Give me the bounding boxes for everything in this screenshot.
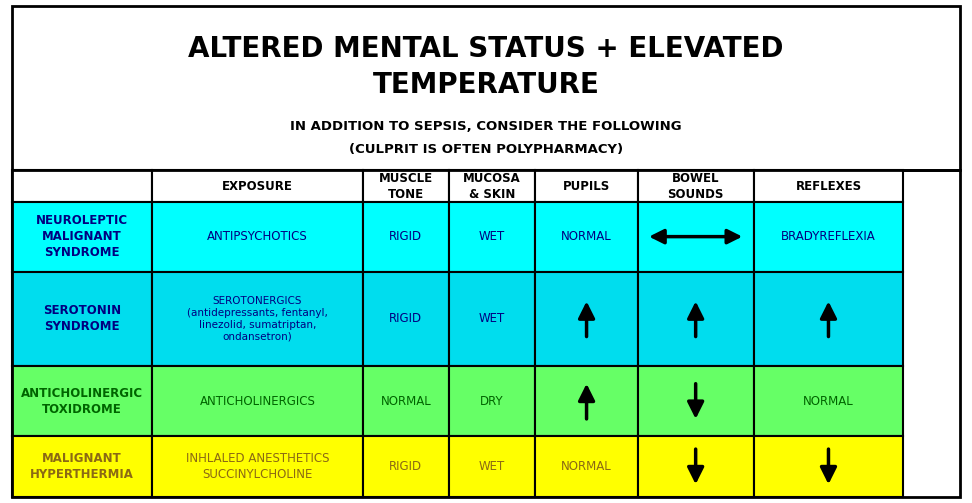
Bar — [449, 366, 536, 437]
Text: RIGID: RIGID — [389, 460, 423, 473]
Bar — [638, 366, 753, 437]
Bar — [12, 437, 152, 497]
Text: MUCOSA
& SKIN: MUCOSA & SKIN — [464, 172, 521, 201]
Bar — [363, 171, 449, 202]
Bar — [363, 366, 449, 437]
Text: EXPOSURE: EXPOSURE — [222, 180, 293, 193]
Text: WET: WET — [479, 312, 505, 325]
Text: REFLEXES: REFLEXES — [795, 180, 861, 193]
Text: TEMPERATURE: TEMPERATURE — [372, 71, 600, 99]
Text: ANTICHOLINERGIC
TOXIDROME: ANTICHOLINERGIC TOXIDROME — [20, 387, 143, 416]
Bar — [152, 202, 363, 272]
Text: NORMAL: NORMAL — [561, 230, 612, 243]
Text: INHLALED ANESTHETICS
SUCCINYLCHOLINE: INHLALED ANESTHETICS SUCCINYLCHOLINE — [186, 452, 330, 481]
Bar — [152, 272, 363, 366]
Bar — [638, 437, 753, 497]
Bar — [449, 202, 536, 272]
Bar — [12, 171, 152, 202]
Text: NEUROLEPTIC
MALIGNANT
SYNDROME: NEUROLEPTIC MALIGNANT SYNDROME — [36, 214, 128, 259]
Bar — [536, 171, 638, 202]
Bar — [638, 202, 753, 272]
Text: ANTIPSYCHOTICS: ANTIPSYCHOTICS — [207, 230, 308, 243]
Bar — [449, 272, 536, 366]
Text: NORMAL: NORMAL — [803, 395, 853, 408]
Bar — [152, 437, 363, 497]
Text: IN ADDITION TO SEPSIS, CONSIDER THE FOLLOWING: IN ADDITION TO SEPSIS, CONSIDER THE FOLL… — [291, 120, 681, 133]
Text: DRY: DRY — [480, 395, 503, 408]
Text: PUPILS: PUPILS — [563, 180, 610, 193]
Bar — [363, 437, 449, 497]
Text: NORMAL: NORMAL — [380, 395, 432, 408]
Text: NORMAL: NORMAL — [561, 460, 612, 473]
Bar — [12, 6, 960, 171]
Bar — [12, 171, 960, 497]
Text: WET: WET — [479, 460, 505, 473]
Bar — [753, 437, 903, 497]
Text: BOWEL
SOUNDS: BOWEL SOUNDS — [668, 172, 724, 201]
Bar — [12, 366, 152, 437]
Text: RIGID: RIGID — [389, 230, 423, 243]
Bar — [152, 366, 363, 437]
Bar — [363, 272, 449, 366]
Bar — [536, 272, 638, 366]
Bar — [536, 202, 638, 272]
Bar — [536, 366, 638, 437]
Text: ANTICHOLINERGICS: ANTICHOLINERGICS — [199, 395, 315, 408]
Bar — [753, 366, 903, 437]
Bar — [449, 171, 536, 202]
Bar — [152, 171, 363, 202]
Text: MALIGNANT
HYPERTHERMIA: MALIGNANT HYPERTHERMIA — [30, 452, 134, 481]
Text: MUSCLE
TONE: MUSCLE TONE — [379, 172, 433, 201]
Bar — [536, 437, 638, 497]
Bar — [449, 437, 536, 497]
Bar — [363, 202, 449, 272]
Bar — [638, 272, 753, 366]
Bar — [753, 272, 903, 366]
Text: SEROTONERGICS
(antidepressants, fentanyl,
linezolid, sumatriptan,
ondansetron): SEROTONERGICS (antidepressants, fentanyl… — [187, 296, 328, 342]
Bar — [12, 272, 152, 366]
Text: (CULPRIT IS OFTEN POLYPHARMACY): (CULPRIT IS OFTEN POLYPHARMACY) — [349, 143, 623, 155]
Bar — [753, 202, 903, 272]
Text: BRADYREFLEXIA: BRADYREFLEXIA — [781, 230, 876, 243]
Text: WET: WET — [479, 230, 505, 243]
Text: RIGID: RIGID — [389, 312, 423, 325]
Bar — [753, 171, 903, 202]
Bar — [12, 202, 152, 272]
Bar — [638, 171, 753, 202]
Text: SEROTONIN
SYNDROME: SEROTONIN SYNDROME — [43, 304, 121, 333]
Text: ALTERED MENTAL STATUS + ELEVATED: ALTERED MENTAL STATUS + ELEVATED — [189, 35, 783, 63]
